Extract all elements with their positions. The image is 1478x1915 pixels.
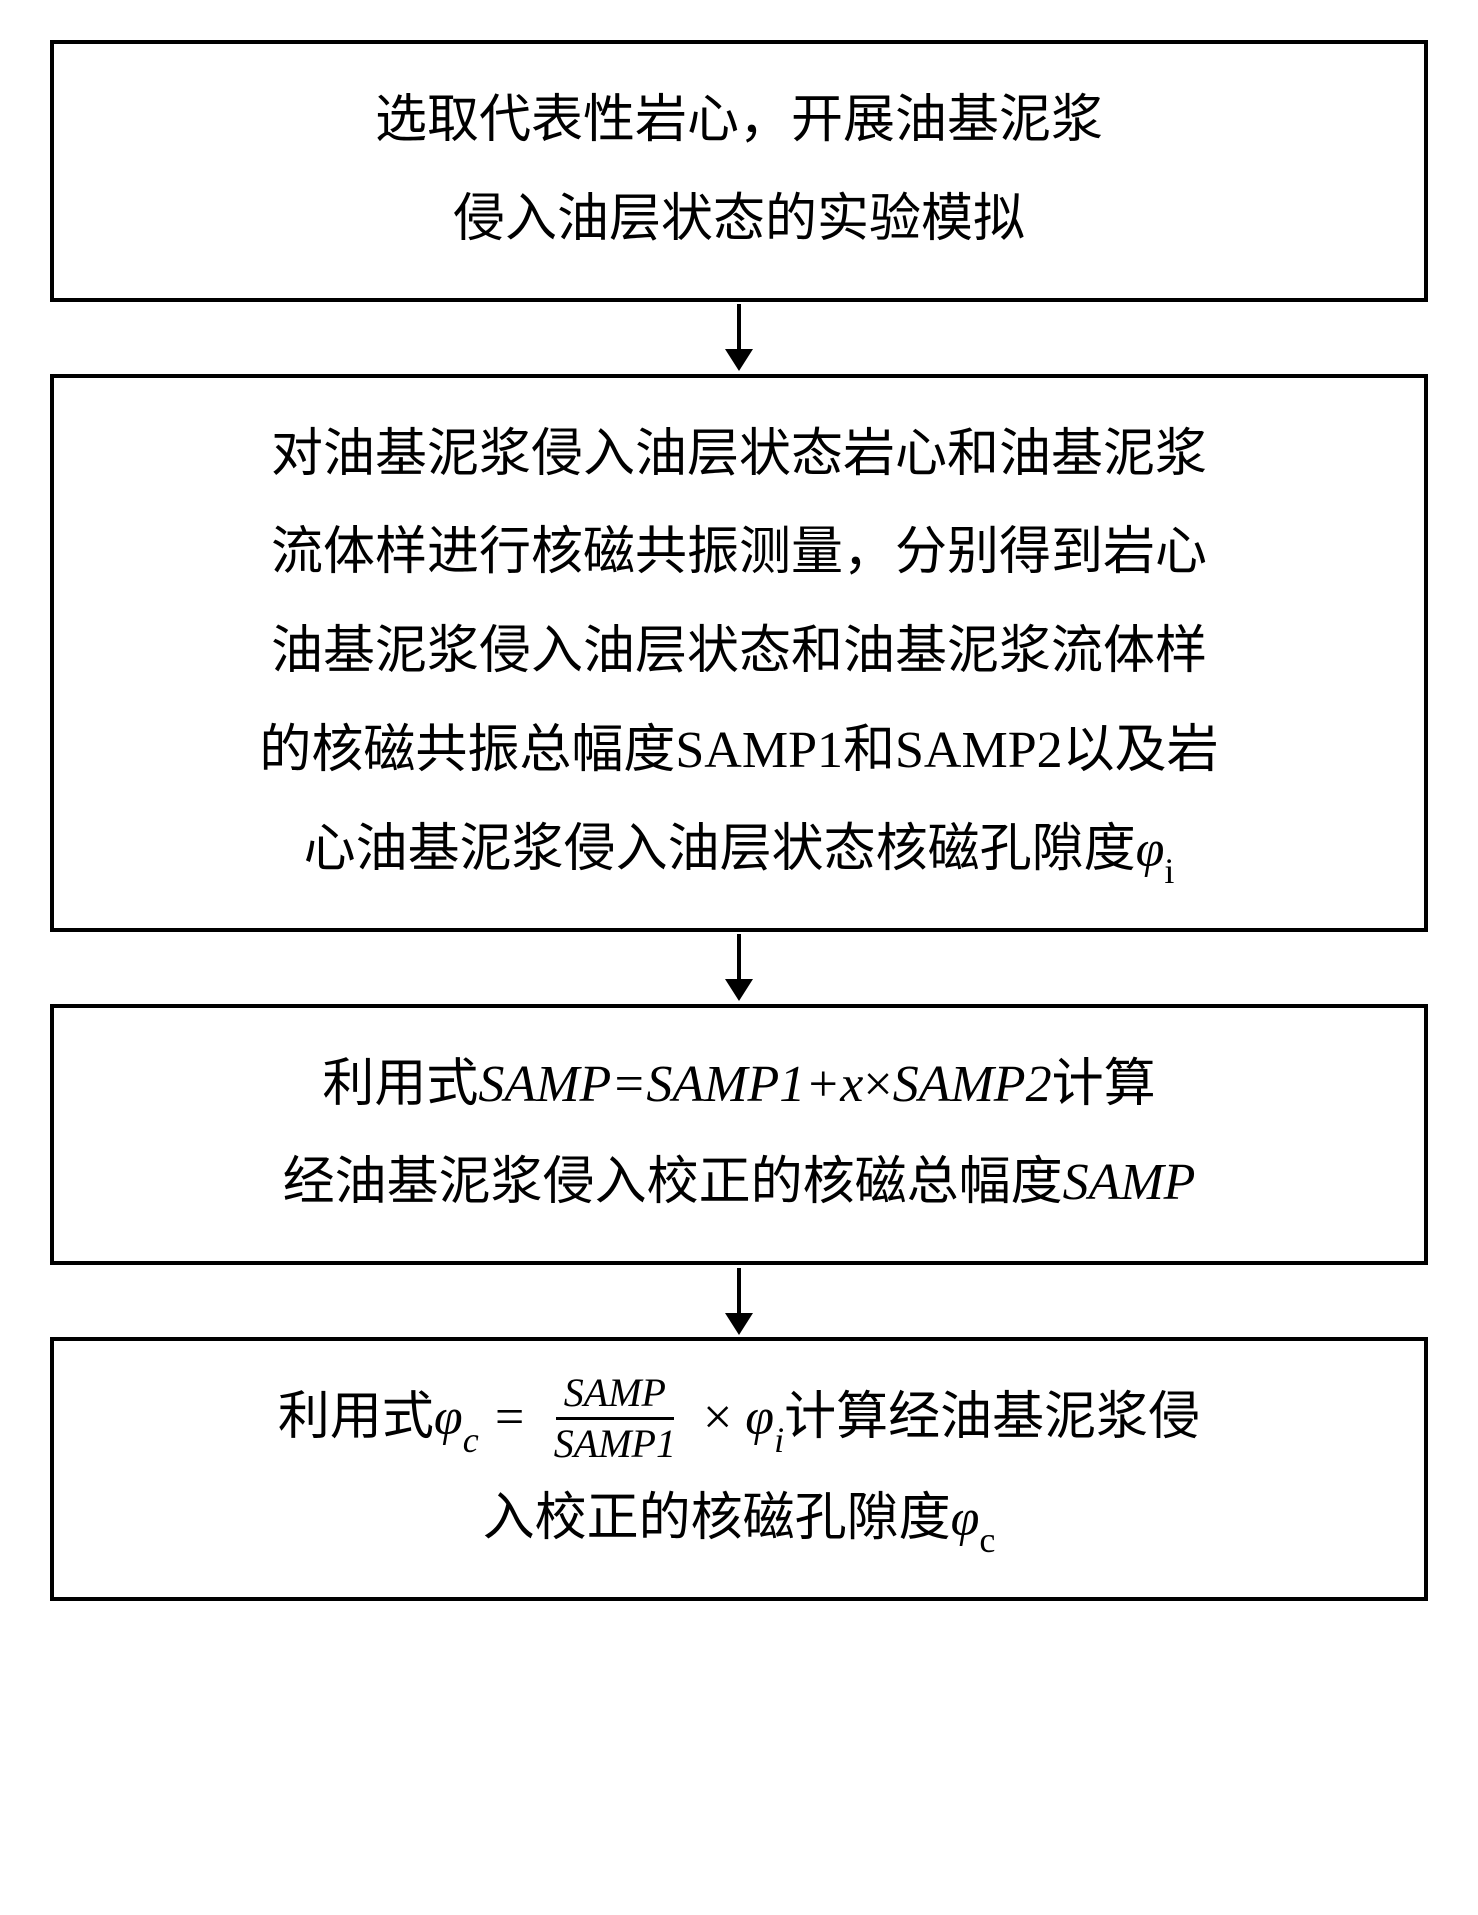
flowchart-box-2: 对油基泥浆侵入油层状态岩心和油基泥浆 流体样进行核磁共振测量，分别得到岩心 油基… <box>50 374 1428 932</box>
samp-lhs: SAMP <box>478 1056 611 1113</box>
phi-i-sub: i <box>774 1420 784 1460</box>
box2-line3: 油基泥浆侵入油层状态和油基泥浆流体样 <box>94 603 1384 702</box>
phi-c-lhs: φ <box>434 1389 463 1446</box>
arrow-line <box>737 934 741 979</box>
box1-line1: 选取代表性岩心，开展油基泥浆 <box>94 72 1384 171</box>
phi-i-rhs: φ <box>745 1389 774 1446</box>
samp-trailing: SAMP <box>1063 1154 1196 1211</box>
arrow-head-icon <box>725 349 753 371</box>
box4-line2: 入校正的核磁孔隙度φc <box>94 1470 1384 1569</box>
equals: = <box>492 1389 527 1446</box>
times-symbol: × <box>863 1056 892 1113</box>
box2-line2: 流体样进行核磁共振测量，分别得到岩心 <box>94 504 1384 603</box>
samp1: SAMP1 <box>646 1056 805 1113</box>
flowchart-container: 选取代表性岩心，开展油基泥浆 侵入油层状态的实验模拟 对油基泥浆侵入油层状态岩心… <box>50 40 1428 1601</box>
phi-subscript-i: i <box>1164 851 1174 891</box>
flowchart-box-4: 利用式φc = SAMPSAMP1 × φi计算经油基泥浆侵 入校正的核磁孔隙度… <box>50 1337 1428 1600</box>
box2-line5-text: 心油基泥浆侵入油层状态核磁孔隙度 <box>304 821 1136 878</box>
arrow-head-icon <box>725 979 753 1001</box>
arrow-line <box>737 1268 741 1313</box>
phi-c-trailing-sub: c <box>979 1520 995 1560</box>
box2-line5: 心油基泥浆侵入油层状态核磁孔隙度φi <box>94 801 1384 900</box>
x-var: x <box>840 1056 863 1113</box>
box4-mid: 计算经油基泥浆侵 <box>784 1389 1200 1446</box>
box3-line2-text: 经油基泥浆侵入校正的核磁总幅度 <box>283 1154 1063 1211</box>
fraction: SAMPSAMP1 <box>546 1371 684 1466</box>
box2-line1: 对油基泥浆侵入油层状态岩心和油基泥浆 <box>94 406 1384 505</box>
formula-samp-eq: SAMP=SAMP1+x×SAMP2 <box>478 1056 1051 1113</box>
box2-line4: 的核磁共振总幅度SAMP1和SAMP2以及岩 <box>94 702 1384 801</box>
fraction-numerator: SAMP <box>556 1371 674 1420</box>
phi-c-trailing: φ <box>951 1490 980 1547</box>
arrow-line <box>737 304 741 349</box>
box4-line1: 利用式φc = SAMPSAMP1 × φi计算经油基泥浆侵 <box>94 1369 1384 1470</box>
box1-line2: 侵入油层状态的实验模拟 <box>94 171 1384 270</box>
box3-suffix1: 计算 <box>1052 1056 1156 1113</box>
flowchart-box-3: 利用式SAMP=SAMP1+x×SAMP2计算 经油基泥浆侵入校正的核磁总幅度S… <box>50 1004 1428 1266</box>
arrow-3 <box>725 1265 753 1337</box>
phi-symbol: φ <box>1136 821 1165 878</box>
flowchart-box-1: 选取代表性岩心，开展油基泥浆 侵入油层状态的实验模拟 <box>50 40 1428 302</box>
box4-line2-text: 入校正的核磁孔隙度 <box>483 1490 951 1547</box>
samp2: SAMP2 <box>893 1056 1052 1113</box>
box3-line2: 经油基泥浆侵入校正的核磁总幅度SAMP <box>94 1134 1384 1233</box>
formula-phi-c: φc = SAMPSAMP1 × φi <box>434 1389 784 1446</box>
times-symbol-2: × <box>703 1389 732 1446</box>
fraction-denominator: SAMP1 <box>546 1420 684 1466</box>
box3-line1: 利用式SAMP=SAMP1+x×SAMP2计算 <box>94 1036 1384 1135</box>
box3-prefix: 利用式 <box>322 1056 478 1113</box>
arrow-head-icon <box>725 1313 753 1335</box>
phi-c-sub: c <box>463 1420 479 1460</box>
box4-prefix: 利用式 <box>278 1389 434 1446</box>
arrow-2 <box>725 932 753 1004</box>
arrow-1 <box>725 302 753 374</box>
